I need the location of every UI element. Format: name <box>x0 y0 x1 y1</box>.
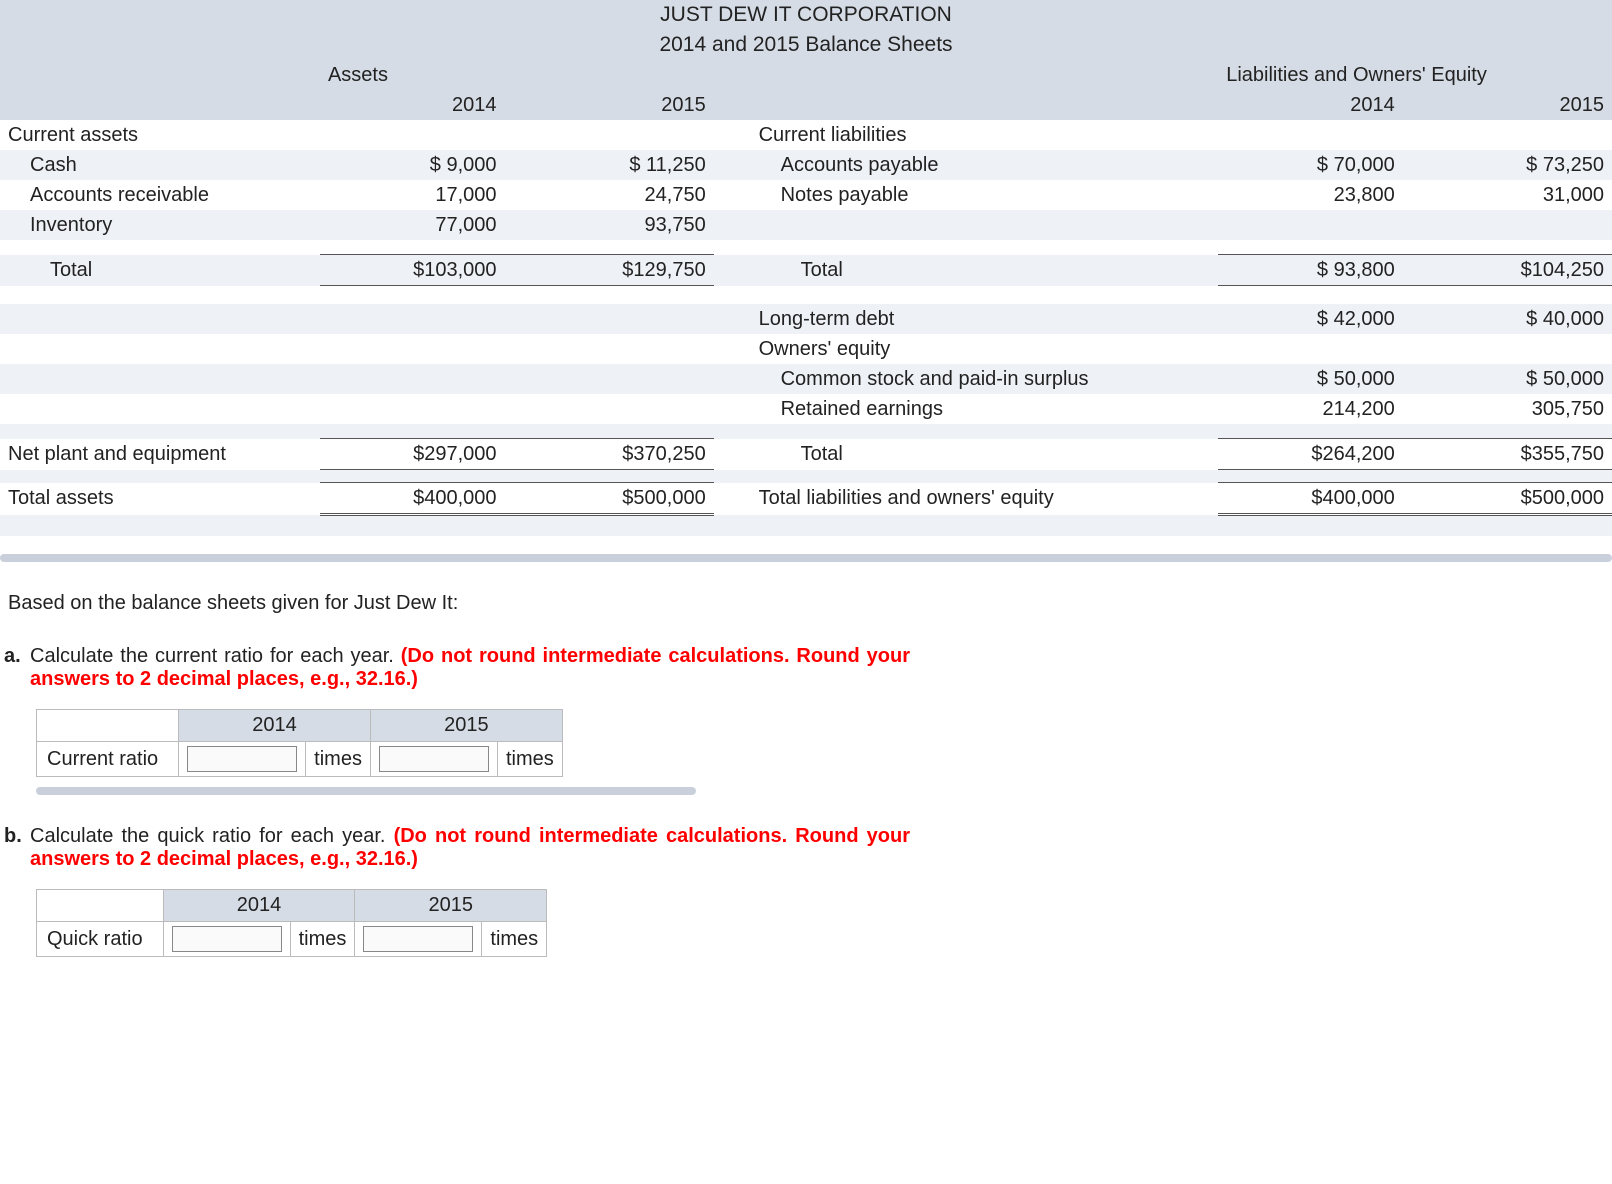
total-le-2015: $500,000 <box>1403 483 1612 515</box>
ans-a-unit-2014: times <box>306 742 371 777</box>
question-b-text: Calculate the quick ratio for each year. <box>30 825 394 847</box>
ans-a-unit-2015: times <box>497 742 562 777</box>
cl-total-2015: $104,250 <box>1403 255 1612 286</box>
oe-total-label: Total <box>751 439 1219 470</box>
oe-total-2014: $264,200 <box>1218 439 1403 470</box>
cash-label: Cash <box>0 150 320 180</box>
inv-2014: 77,000 <box>320 210 505 240</box>
oe-label: Owners' equity <box>751 334 1219 364</box>
cl-total-2014: $ 93,800 <box>1218 255 1403 286</box>
np-label: Notes payable <box>751 180 1219 210</box>
question-b: b.Calculate the quick ratio for each yea… <box>30 825 910 871</box>
ap-label: Accounts payable <box>751 150 1219 180</box>
balance-sheet-table: JUST DEW IT CORPORATION 2014 and 2015 Ba… <box>0 0 1612 536</box>
ans-b-row-label: Quick ratio <box>37 922 164 957</box>
retained-label: Retained earnings <box>751 394 1219 424</box>
current-liab-label: Current liabilities <box>751 120 1219 150</box>
quick-ratio-2015-input[interactable] <box>363 926 473 952</box>
question-a: a.Calculate the current ratio for each y… <box>30 645 910 691</box>
question-b-marker: b. <box>4 825 30 848</box>
common-2015: $ 50,000 <box>1403 364 1612 394</box>
year-a-right: 2014 <box>1218 90 1403 120</box>
year-b-left: 2015 <box>505 90 714 120</box>
current-ratio-2015-input[interactable] <box>379 746 489 772</box>
common-2014: $ 50,000 <box>1218 364 1403 394</box>
ans-b-unit-2015: times <box>482 922 547 957</box>
bs-title-1: JUST DEW IT CORPORATION <box>0 0 1612 30</box>
inv-2015: 93,750 <box>505 210 714 240</box>
ltd-label: Long-term debt <box>751 304 1219 334</box>
ans-a-year-2015: 2015 <box>370 710 562 742</box>
ans-a-year-2014: 2014 <box>179 710 371 742</box>
netppe-2014: $297,000 <box>320 439 505 470</box>
ans-b-year-2014: 2014 <box>163 890 355 922</box>
ca-total-2015: $129,750 <box>505 255 714 286</box>
year-a-left: 2014 <box>320 90 505 120</box>
inv-label: Inventory <box>0 210 320 240</box>
np-2014: 23,800 <box>1218 180 1403 210</box>
quick-ratio-2014-input[interactable] <box>172 926 282 952</box>
retained-2014: 214,200 <box>1218 394 1403 424</box>
cash-2014: $ 9,000 <box>320 150 505 180</box>
question-intro: Based on the balance sheets given for Ju… <box>8 592 1604 615</box>
current-assets-label: Current assets <box>0 120 320 150</box>
total-assets-label: Total assets <box>0 483 320 515</box>
cash-2015: $ 11,250 <box>505 150 714 180</box>
liab-eq-heading: Liabilities and Owners' Equity <box>1218 60 1612 90</box>
ltd-2014: $ 42,000 <box>1218 304 1403 334</box>
common-label: Common stock and paid-in surplus <box>751 364 1219 394</box>
oe-total-2015: $355,750 <box>1403 439 1612 470</box>
ar-2015: 24,750 <box>505 180 714 210</box>
ar-2014: 17,000 <box>320 180 505 210</box>
ap-2015: $ 73,250 <box>1403 150 1612 180</box>
ca-total-2014: $103,000 <box>320 255 505 286</box>
ltd-2015: $ 40,000 <box>1403 304 1612 334</box>
np-2015: 31,000 <box>1403 180 1612 210</box>
question-a-text: Calculate the current ratio for each yea… <box>30 645 401 667</box>
ap-2014: $ 70,000 <box>1218 150 1403 180</box>
section-divider <box>0 554 1612 562</box>
answer-table-a: 2014 2015 Current ratio times times <box>36 709 563 777</box>
total-le-label: Total liabilities and owners' equity <box>751 483 1219 515</box>
answer-table-b: 2014 2015 Quick ratio times times <box>36 889 547 957</box>
netppe-label: Net plant and equipment <box>0 439 320 470</box>
netppe-2015: $370,250 <box>505 439 714 470</box>
year-b-right: 2015 <box>1403 90 1612 120</box>
assets-heading: Assets <box>320 60 505 90</box>
ar-label: Accounts receivable <box>0 180 320 210</box>
ans-b-unit-2014: times <box>290 922 355 957</box>
ans-a-row-label: Current ratio <box>37 742 179 777</box>
bs-title-2: 2014 and 2015 Balance Sheets <box>0 30 1612 60</box>
total-le-2014: $400,000 <box>1218 483 1403 515</box>
total-assets-2014: $400,000 <box>320 483 505 515</box>
current-ratio-2014-input[interactable] <box>187 746 297 772</box>
cl-total-label: Total <box>751 255 1219 286</box>
answer-a-divider <box>36 787 696 795</box>
retained-2015: 305,750 <box>1403 394 1612 424</box>
ca-total-label: Total <box>0 255 320 286</box>
total-assets-2015: $500,000 <box>505 483 714 515</box>
question-a-marker: a. <box>4 645 30 668</box>
ans-b-year-2015: 2015 <box>355 890 547 922</box>
